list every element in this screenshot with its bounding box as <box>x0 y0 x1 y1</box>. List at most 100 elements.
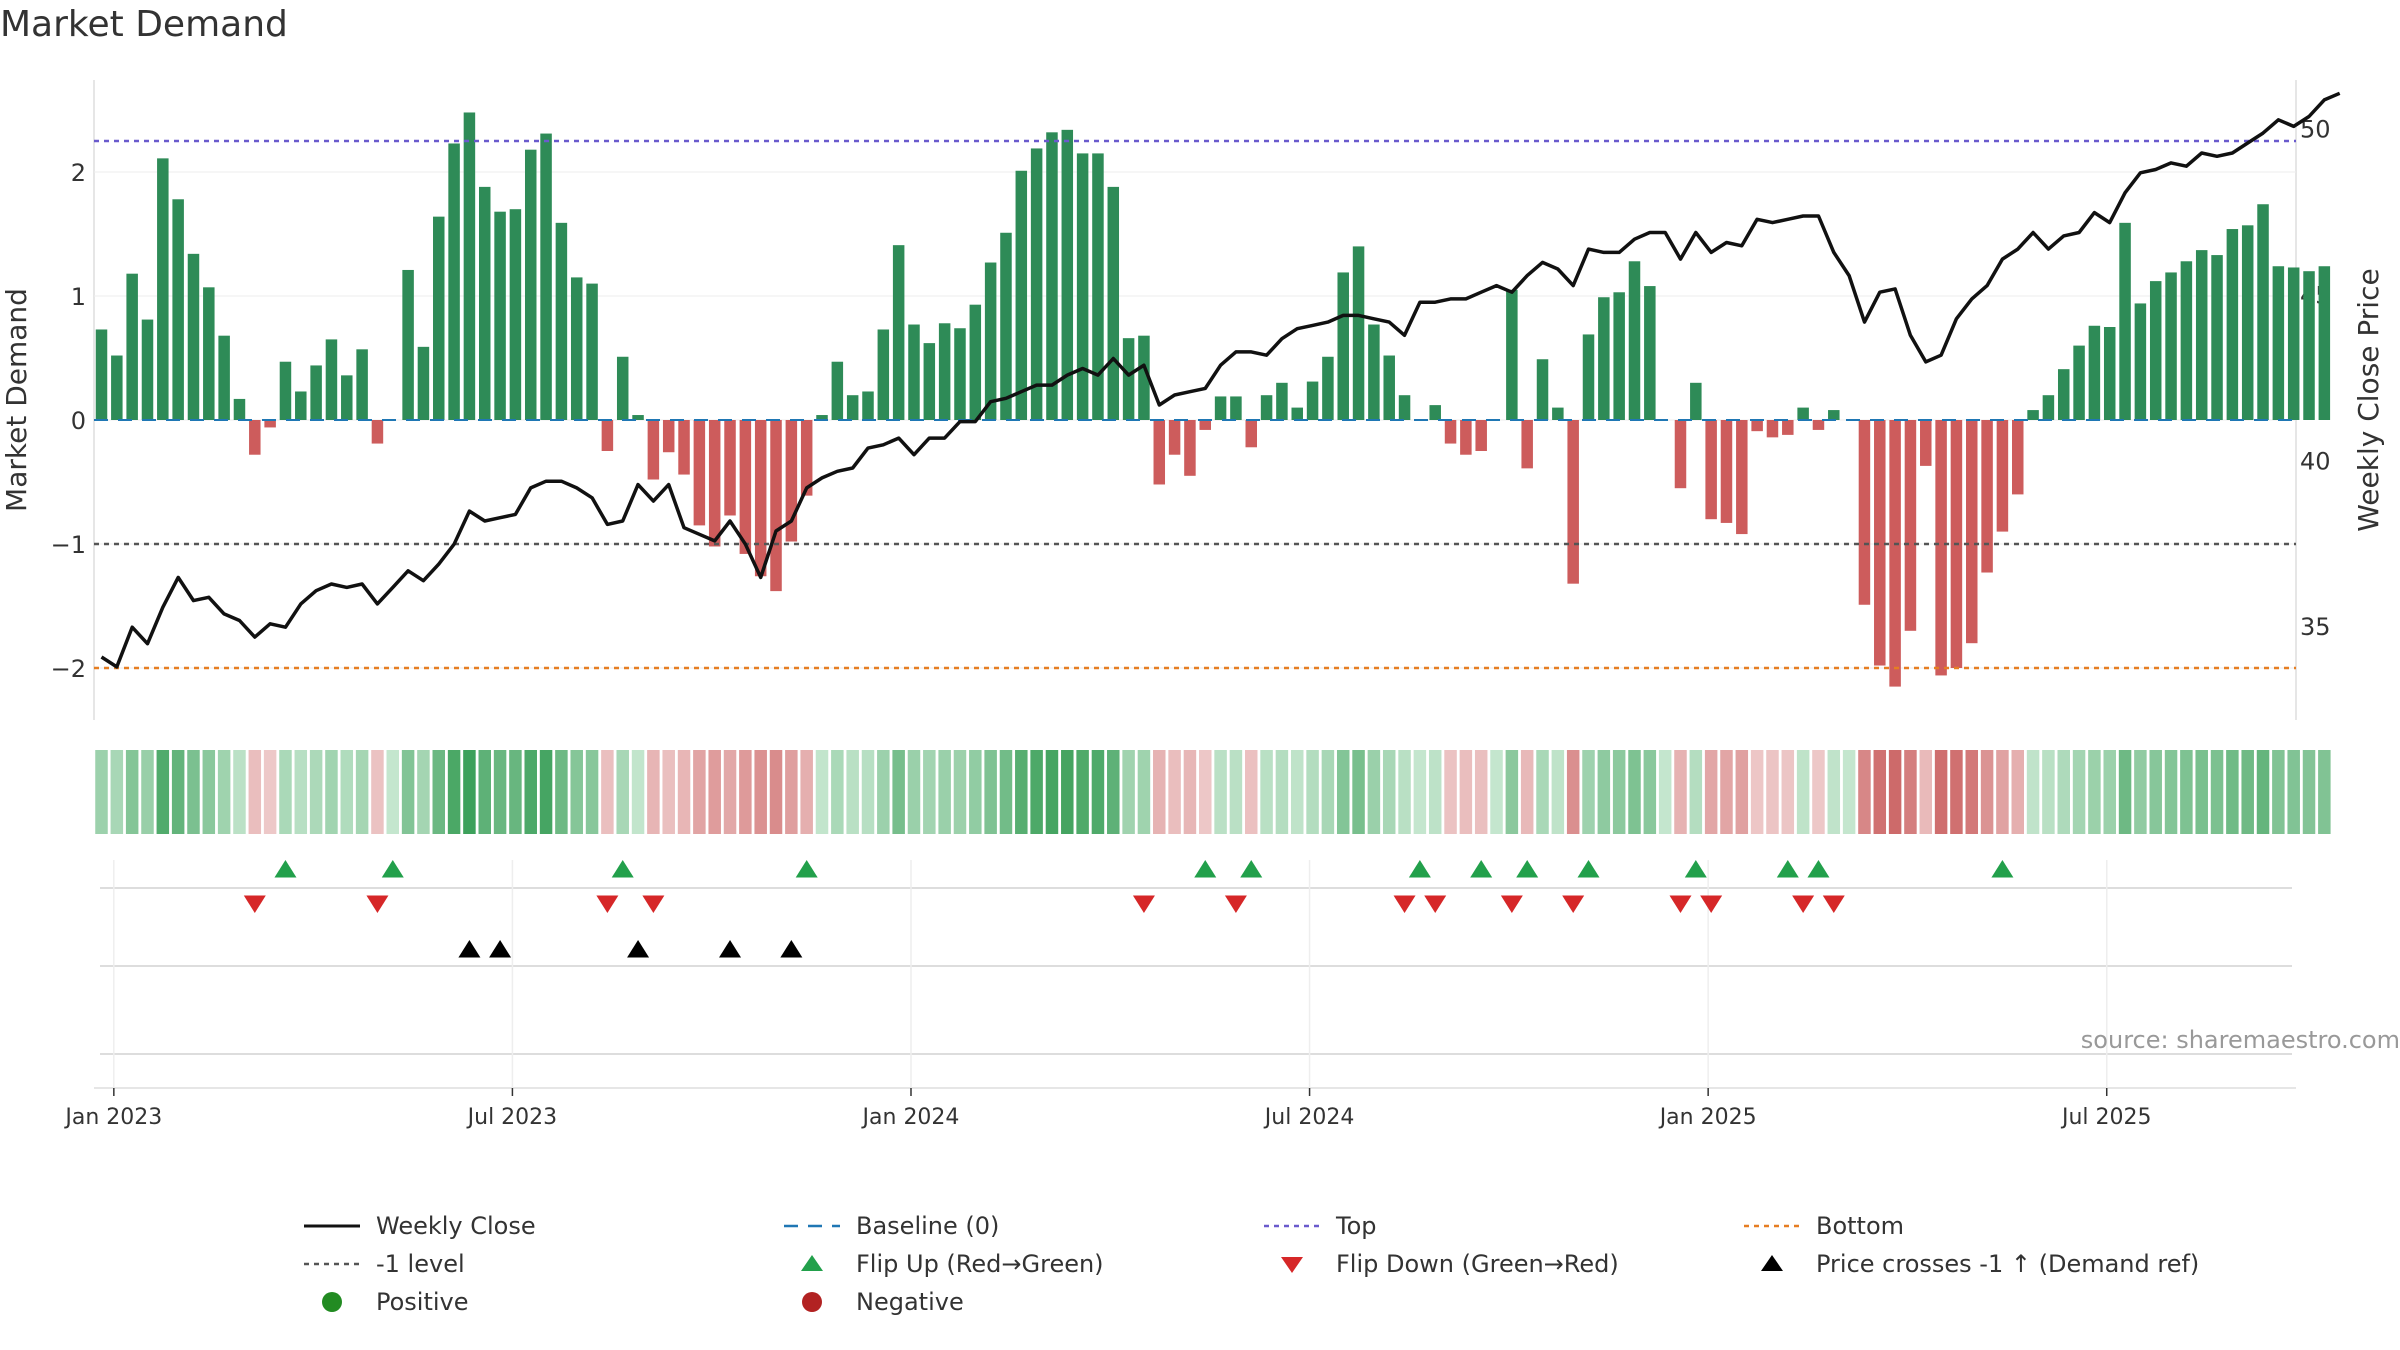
heat-cell <box>1735 750 1749 834</box>
demand-bar <box>2088 325 2101 420</box>
legend-baseline-label: Baseline (0) <box>856 1212 1000 1240</box>
heat-cell <box>2103 750 2116 834</box>
heat-cell <box>616 750 629 834</box>
heat-cell <box>1781 750 1795 834</box>
demand-bar <box>2241 225 2254 420</box>
demand-bar <box>739 420 752 554</box>
demand-bar <box>1230 396 1242 420</box>
flip-down-icon <box>1281 1257 1303 1273</box>
legend-positive: Positive <box>300 1288 469 1316</box>
heat-cell <box>1934 750 1948 834</box>
price-cross-icon <box>1761 1255 1783 1271</box>
demand-bar <box>1444 420 1457 444</box>
demand-bar <box>1812 420 1825 430</box>
heat-cell <box>355 750 369 834</box>
demand-bar <box>770 420 782 592</box>
demand-bar <box>678 420 690 475</box>
flip-up-icon <box>801 1255 823 1271</box>
y2-tick-label: 35 <box>2300 613 2331 641</box>
heat-cell <box>1750 750 1764 834</box>
heat-cell <box>309 750 323 834</box>
demand-bar <box>1766 420 1779 438</box>
heat-cell <box>969 750 982 834</box>
price-cross-marker <box>489 940 512 958</box>
heat-cell <box>294 750 308 834</box>
heat-cell <box>570 750 583 834</box>
heat-cell <box>141 750 154 834</box>
demand-bar <box>509 209 522 420</box>
heat-cell <box>892 750 905 834</box>
demand-bar <box>1628 261 1641 420</box>
heat-cell <box>1689 750 1703 834</box>
heat-cell <box>463 750 476 834</box>
demand-bar <box>1567 420 1579 584</box>
heat-cell <box>263 750 277 834</box>
demand-bar <box>479 186 491 420</box>
heat-cell <box>1597 750 1611 834</box>
heat-cell <box>340 750 354 834</box>
demand-bar <box>1904 420 1917 631</box>
heat-cell <box>1643 750 1657 834</box>
demand-bar <box>1046 132 1058 420</box>
legend-minus1-label: -1 level <box>376 1250 465 1278</box>
flip-down-marker <box>1132 895 1155 913</box>
heat-cell <box>1444 750 1457 834</box>
flip-up-marker <box>1240 860 1263 878</box>
heat-cell <box>2302 750 2316 834</box>
heat-cell <box>2088 750 2101 834</box>
demand-bar <box>1260 395 1273 420</box>
demand-bar <box>1153 420 1166 485</box>
legend-negative: Negative <box>780 1288 964 1316</box>
heat-cell <box>2042 750 2055 834</box>
heat-cell <box>202 750 216 834</box>
price-cross-marker <box>458 940 481 958</box>
heat-cell <box>1551 750 1565 834</box>
demand-bar <box>356 349 368 420</box>
legend-weekly-close-label: Weekly Close <box>376 1212 536 1240</box>
heat-cell <box>1766 750 1779 834</box>
legend-flip-up: Flip Up (Red→Green) <box>780 1250 1104 1278</box>
heat-cell <box>156 750 170 834</box>
heat-cell <box>907 750 921 834</box>
demand-bar <box>1981 420 1993 573</box>
demand-bar <box>601 420 614 451</box>
demand-bar <box>1889 420 1901 687</box>
demand-bar <box>892 245 905 420</box>
heat-cell <box>401 750 415 834</box>
demand-bar <box>954 328 966 420</box>
demand-bar <box>693 420 706 526</box>
y2-axis-title: Weekly Close Price <box>2352 268 2385 531</box>
y-tick-label: −2 <box>51 655 86 683</box>
x-tick-label: Jan 2025 <box>1658 1105 1757 1130</box>
heat-cell <box>739 750 752 834</box>
flip-down-marker <box>1669 895 1692 913</box>
y2-tick-label: 40 <box>2300 447 2331 475</box>
flip-down-marker <box>1792 895 1815 913</box>
heat-cell <box>2195 750 2208 834</box>
heat-cell <box>585 750 599 834</box>
demand-bar <box>1966 420 1978 644</box>
demand-bar <box>724 420 736 516</box>
demand-bar <box>984 262 997 420</box>
heat-cell <box>1321 750 1335 834</box>
heat-cell <box>647 750 660 834</box>
heat-cell <box>2272 750 2285 834</box>
heat-cell <box>1290 750 1304 834</box>
demand-bar <box>1383 355 1395 420</box>
price-cross-marker <box>719 940 742 958</box>
demand-bar <box>448 143 460 421</box>
heat-cell <box>984 750 997 834</box>
demand-bar <box>1782 420 1794 435</box>
demand-bar <box>647 420 660 480</box>
demand-bar <box>402 269 414 420</box>
heat-cell <box>539 750 553 834</box>
heat-cell <box>754 750 767 834</box>
heat-cell <box>1336 750 1350 834</box>
heat-cell <box>417 750 430 834</box>
flip-down-marker <box>1424 895 1447 913</box>
demand-bar <box>1521 420 1533 469</box>
flip-up-marker <box>1991 860 2014 878</box>
demand-bar <box>1168 420 1181 455</box>
demand-bar <box>862 391 874 420</box>
demand-bar <box>1613 292 1625 420</box>
